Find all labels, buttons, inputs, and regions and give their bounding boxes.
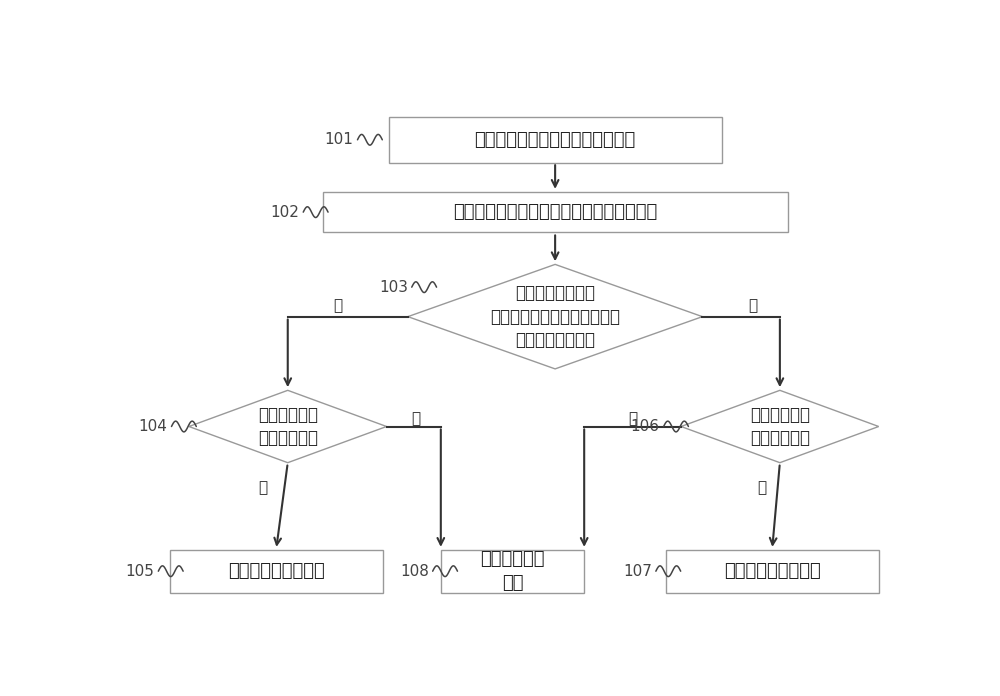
Text: 将当前风档提高一档: 将当前风档提高一档 [228, 562, 324, 580]
Text: 获取空调器中表征过滤部件堵塞程度的参数: 获取空调器中表征过滤部件堵塞程度的参数 [453, 203, 657, 221]
Text: 102: 102 [270, 205, 299, 220]
Bar [323, 192, 788, 232]
Bar [441, 550, 584, 593]
Text: 将当前风档降低一档: 将当前风档降低一档 [724, 562, 820, 580]
Text: 维持当前风档
不变: 维持当前风档 不变 [480, 551, 545, 592]
Text: 105: 105 [126, 564, 154, 578]
Text: 是: 是 [334, 299, 343, 313]
Text: 106: 106 [631, 419, 660, 434]
Text: 否: 否 [258, 481, 268, 496]
Bar [666, 550, 879, 593]
Text: 否: 否 [748, 299, 757, 313]
Text: 判断当前风档
是否最高风档: 判断当前风档 是否最高风档 [258, 406, 318, 448]
Text: 判断当前风档
是否最低风档: 判断当前风档 是否最低风档 [750, 406, 810, 448]
Bar [389, 117, 722, 163]
Text: 101: 101 [325, 132, 354, 148]
Text: 是: 是 [628, 411, 637, 426]
Text: 否: 否 [757, 481, 767, 496]
Text: 是: 是 [411, 411, 420, 426]
Polygon shape [681, 390, 879, 463]
Text: 107: 107 [623, 564, 652, 578]
Text: 判断表征过滤部件
堵塞程度的参数是否超过当前
风档下允许的阈値: 判断表征过滤部件 堵塞程度的参数是否超过当前 风档下允许的阈値 [490, 284, 620, 349]
Text: 108: 108 [400, 564, 429, 578]
Text: 103: 103 [379, 280, 408, 294]
Text: 获取空调器中风机工作的当前风档: 获取空调器中风机工作的当前风档 [475, 131, 636, 149]
Text: 104: 104 [139, 419, 168, 434]
Bar [170, 550, 383, 593]
Polygon shape [408, 264, 702, 369]
Polygon shape [189, 390, 387, 463]
